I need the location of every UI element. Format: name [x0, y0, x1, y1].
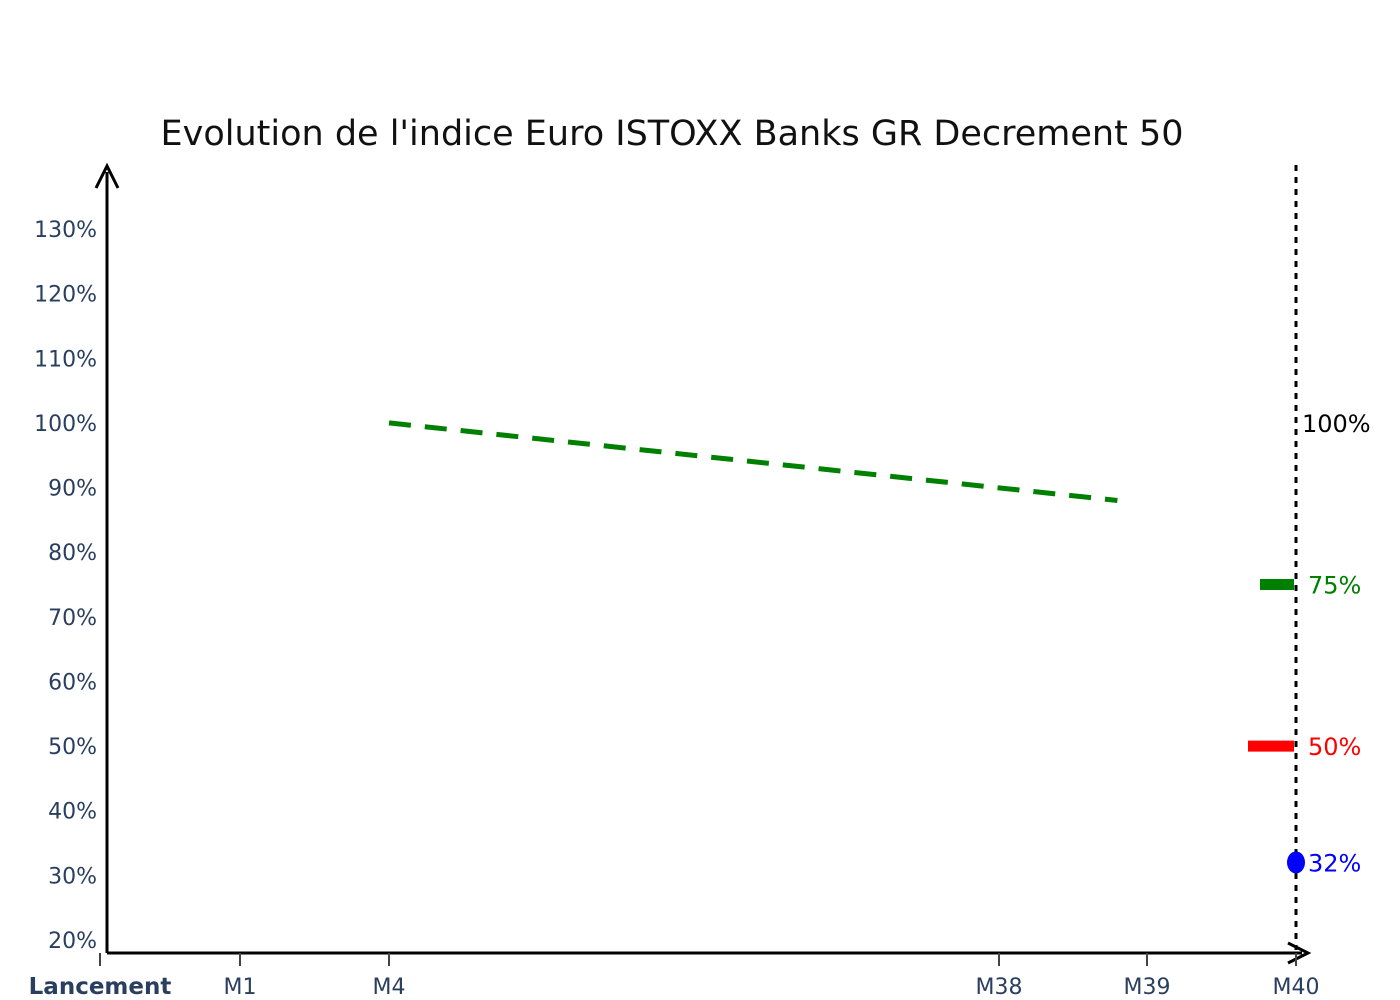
y-tick-label: 120%	[34, 283, 97, 308]
x-tick-label: Lancement	[29, 974, 172, 1000]
marker-label: 75%	[1308, 572, 1361, 600]
series-line	[388, 420, 1118, 503]
x-tick-label: M40	[1273, 975, 1320, 1000]
marker-layer: 100% 75% 50% 32%	[1248, 410, 1371, 877]
y-tick-label: 20%	[48, 929, 97, 954]
y-tick-label: 30%	[48, 864, 97, 889]
y-tick-label: 100%	[34, 412, 97, 437]
chart-title: Evolution de l'indice Euro ISTOXX Banks …	[161, 114, 1184, 154]
x-tick-label: M39	[1124, 975, 1171, 1000]
y-axis-ticks: 20% 30% 40% 50% 60% 70% 80% 90% 100% 110% 120% 130%	[34, 218, 97, 954]
y-tick-label: 80%	[48, 541, 97, 566]
marker-label: 100%	[1302, 410, 1371, 438]
x-tick-label: M38	[976, 975, 1023, 1000]
y-tick-label: 90%	[48, 477, 97, 502]
x-axis-ticks: Lancement M1 M4 M38 M39 M40	[29, 953, 1320, 1000]
marker-label: 50%	[1308, 733, 1361, 761]
y-tick-label: 50%	[48, 735, 97, 760]
y-tick-label: 130%	[34, 218, 97, 243]
series-layer	[388, 420, 1118, 503]
y-tick-label: 110%	[34, 347, 97, 372]
x-tick-label: M1	[224, 975, 257, 1000]
y-tick-label: 70%	[48, 606, 97, 631]
y-tick-label: 60%	[48, 670, 97, 695]
y-tick-label: 40%	[48, 800, 97, 825]
x-tick-label: M4	[373, 975, 406, 1000]
marker-label: 32%	[1308, 849, 1361, 877]
y-axis-arrow-icon	[94, 162, 120, 189]
marker-dot	[1287, 851, 1305, 874]
